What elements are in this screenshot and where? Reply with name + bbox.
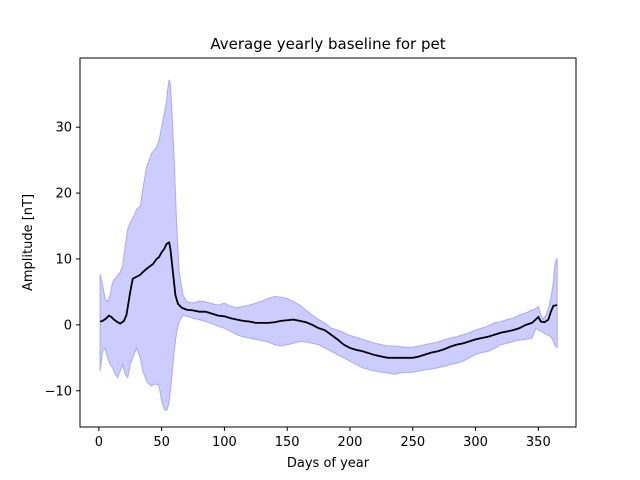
y-tick-label: 0: [64, 318, 72, 333]
y-axis-ticks: −10 0 10 20 30: [45, 121, 80, 399]
x-axis-ticks: 0 50 100 150 200 250 300 350: [95, 427, 551, 450]
x-axis-label: Days of year: [287, 456, 370, 471]
mean-line: [99, 241, 558, 359]
spread-band: [99, 79, 558, 412]
x-tick-label: 350: [526, 435, 551, 450]
y-axis-label: Amplitude [nT]: [21, 194, 36, 291]
x-tick-label: 300: [463, 435, 488, 450]
x-tick-label: 50: [153, 435, 170, 450]
chart-title: Average yearly baseline for pet: [210, 35, 445, 53]
axes-frame: [79, 57, 577, 428]
x-tick-label: 200: [338, 435, 363, 450]
y-tick-label: 30: [55, 121, 72, 136]
y-tick-label: −10: [45, 384, 72, 399]
y-tick-label: 10: [55, 252, 72, 267]
x-tick-label: 0: [95, 435, 103, 450]
y-tick-label: 20: [55, 187, 72, 202]
x-tick-label: 100: [212, 435, 237, 450]
x-tick-label: 150: [275, 435, 300, 450]
plot-area: [99, 79, 558, 412]
x-tick-label: 250: [400, 435, 425, 450]
